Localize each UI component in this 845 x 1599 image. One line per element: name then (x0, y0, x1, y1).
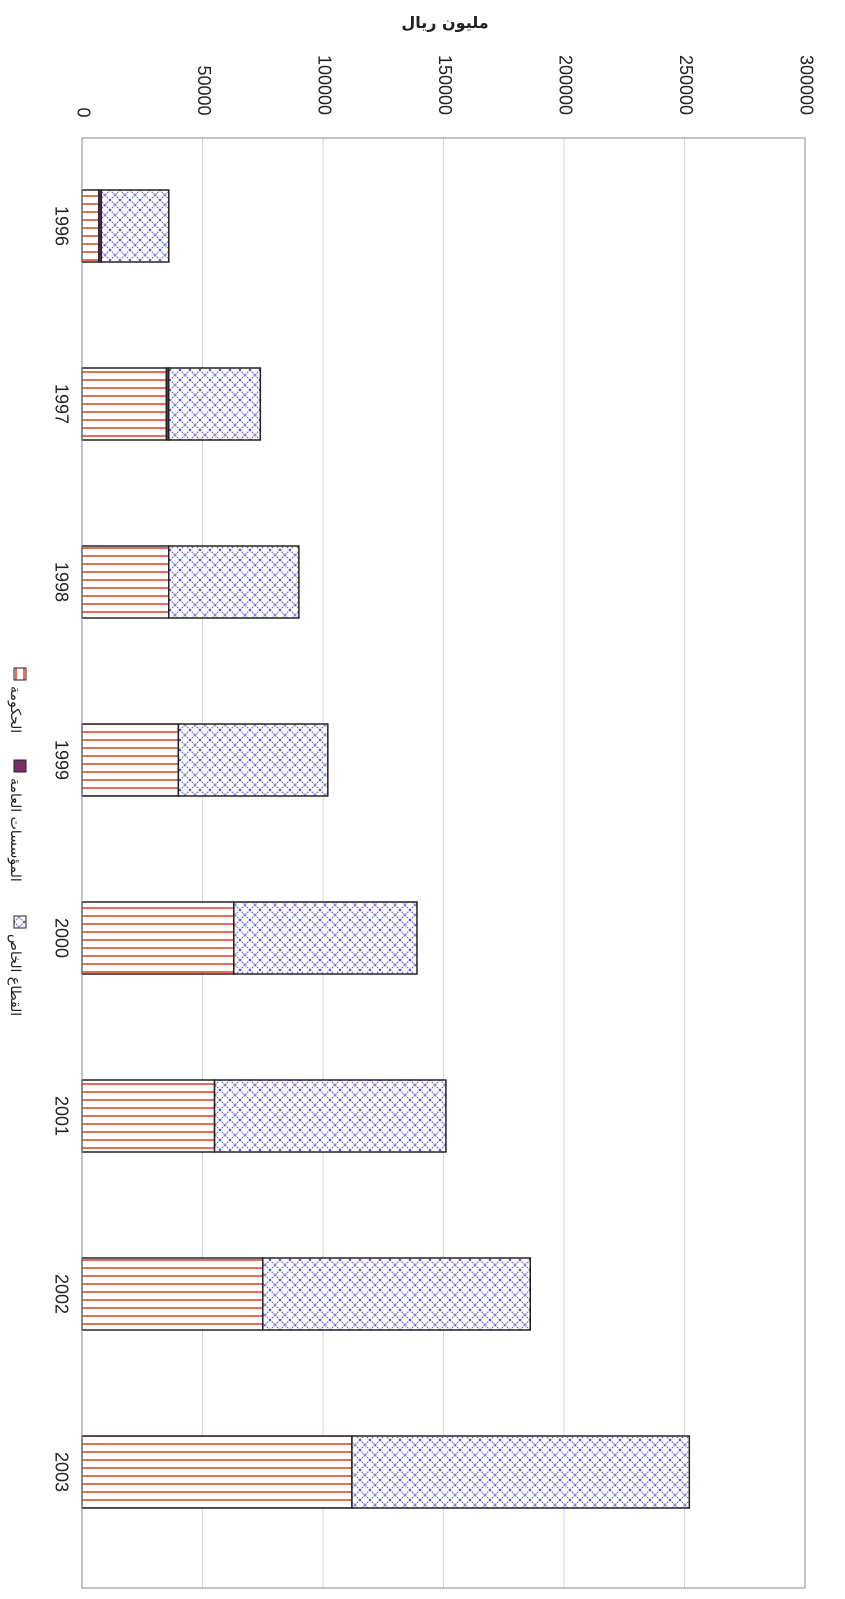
category-label-2000: 2000 (51, 918, 71, 958)
category-label-2003: 2003 (51, 1452, 71, 1492)
bar-2003-series-0 (81, 1435, 353, 1509)
bar-1999-series-2 (177, 723, 329, 797)
bar-2000-series-0 (81, 901, 235, 975)
tick-label-50000: 50000 (194, 66, 214, 116)
tick-label-250000: 250000 (676, 55, 696, 115)
bar-1999-series-0 (81, 723, 180, 797)
legend-label-1: المؤسسات العامة (7, 778, 23, 882)
gridlines (81, 138, 806, 1588)
bar-2001-series-2 (213, 1079, 447, 1153)
bars (81, 189, 691, 1509)
bar-1997-series-2 (168, 367, 262, 441)
legend-swatch-0 (13, 667, 27, 681)
category-label-2001: 2001 (51, 1096, 71, 1136)
tick-label-300000: 300000 (796, 55, 816, 115)
bar-1998-series-2 (168, 545, 300, 619)
bar-1996-series-0 (81, 189, 100, 263)
legend: الحكومة المؤسسات العامة القطاع الخاص (7, 667, 27, 1016)
category-label-1997: 1997 (51, 384, 71, 424)
category-axis-labels: 1996 1997 1998 1999 2000 2001 2002 2003 (51, 206, 71, 1492)
bar-2001-series-0 (81, 1079, 216, 1153)
value-axis-title: مليون ريال (401, 13, 488, 32)
bar-1998-series-0 (81, 545, 170, 619)
legend-rotated: الحكومة المؤسسات العامة القطاع الخاص (7, 667, 27, 1016)
category-label-2002: 2002 (51, 1274, 71, 1314)
bar-2002-series-0 (81, 1257, 264, 1331)
legend-label-0: الحكومة (7, 686, 23, 733)
bar-2003-series-2 (351, 1435, 691, 1509)
tick-label-150000: 150000 (435, 55, 455, 115)
bar-2000-series-2 (233, 901, 418, 975)
tick-label-200000: 200000 (555, 55, 575, 115)
legend-swatch-1 (13, 759, 27, 773)
category-label-1999: 1999 (51, 740, 71, 780)
bar-1997-series-0 (81, 367, 168, 441)
category-label-1996: 1996 (51, 206, 71, 246)
plot-frame (81, 137, 806, 1589)
bar-1996-series-2 (100, 189, 170, 263)
legend-label-2: القطاع الخاص (7, 934, 23, 1016)
tick-label-0: 0 (73, 108, 93, 118)
bar-2002-series-2 (262, 1257, 532, 1331)
legend-swatch-2 (13, 915, 27, 929)
value-axis-ticks: 0 50000 100000 150000 200000 250000 300000 (73, 55, 816, 118)
tick-label-100000: 100000 (314, 55, 334, 115)
category-label-1998: 1998 (51, 562, 71, 602)
